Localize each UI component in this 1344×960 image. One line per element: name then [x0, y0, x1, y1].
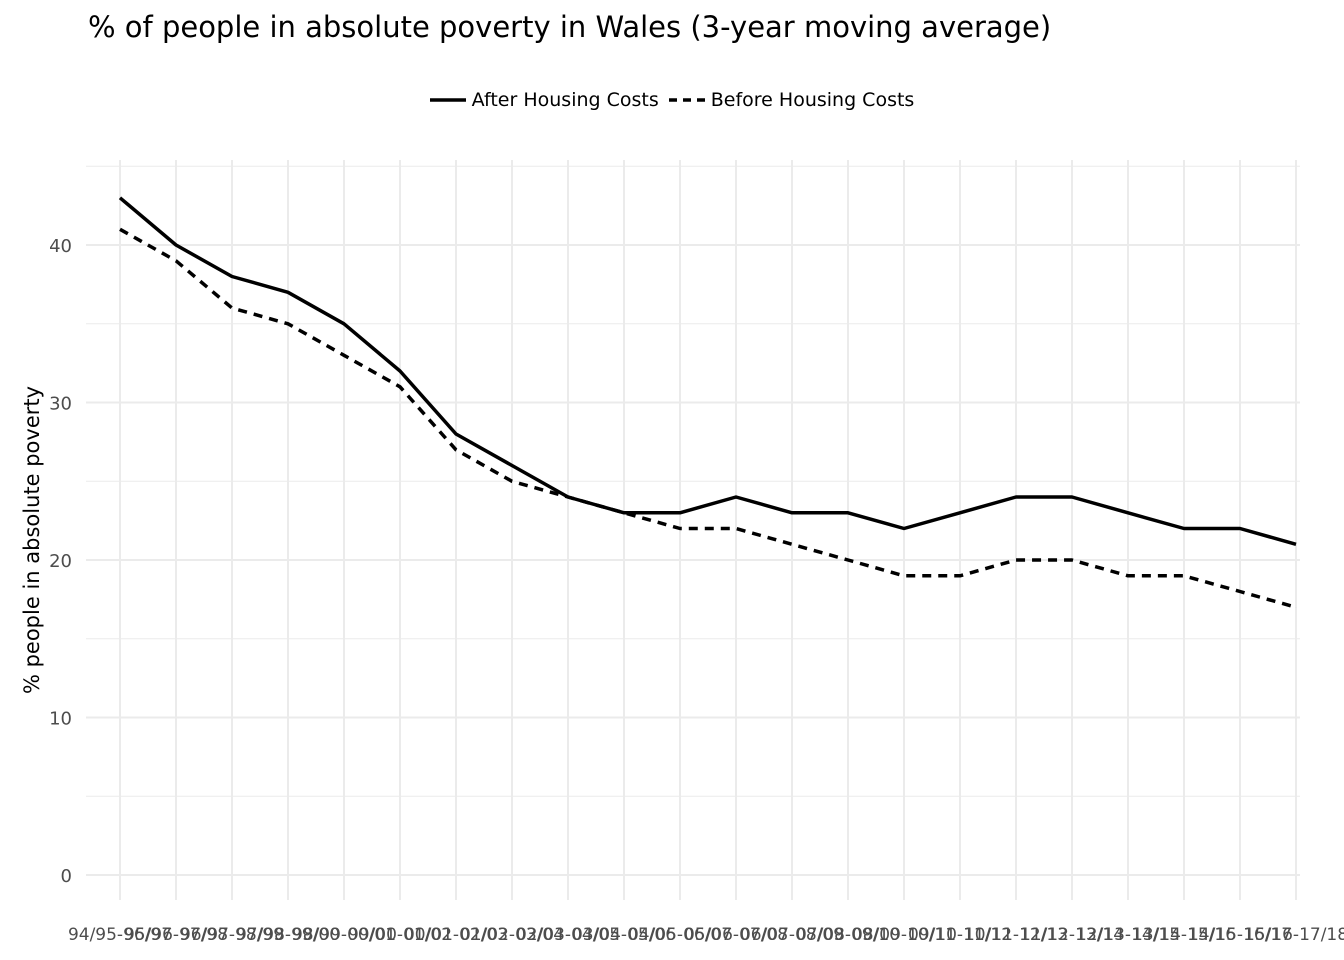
x-tick-label: 02/03-04/05	[516, 925, 620, 945]
legend-label-bhc: Before Housing Costs	[710, 89, 915, 111]
x-tick-label: 12/13-14/15	[1076, 925, 1180, 945]
legend-label-ahc: After Housing Costs	[471, 89, 659, 111]
x-tick-label: 06/07-08/09	[740, 925, 844, 945]
x-tick-label: 95/96-97/98	[124, 925, 228, 945]
y-tick-label: 40	[49, 236, 72, 257]
x-tick-label: 10/11-12/13	[964, 925, 1068, 945]
legend-item-ahc: After Housing Costs	[429, 89, 659, 111]
series-line-before-housing-costs	[119, 227, 1297, 609]
x-tick-label: 96/97-98/99	[180, 925, 284, 945]
x-tick-label: 15/16-17/18	[1244, 925, 1344, 945]
x-tick-label: 98/99-00/01	[292, 925, 396, 945]
x-tick-label: 03/04-05/06	[572, 925, 676, 945]
legend-key-dashed	[668, 98, 705, 102]
x-tick-label: 00/01-02/03	[404, 925, 508, 945]
legend-key-solid	[429, 98, 466, 102]
x-tick-label: 09/10-11/12	[908, 925, 1012, 945]
x-tick-label: 13/14-15/16	[1132, 925, 1236, 945]
x-tick-label: 99/00-01/02	[348, 925, 452, 945]
x-tick-label: 14/15-16/17	[1188, 925, 1292, 945]
x-tick-label: 04/05-06/07	[628, 925, 732, 945]
chart-legend: After Housing Costs Before Housing Costs	[0, 86, 1344, 114]
x-tick-label: 11/12-13/14	[1020, 925, 1124, 945]
legend-item-bhc: Before Housing Costs	[668, 89, 915, 111]
x-tick-label: 07/08-09/10	[796, 925, 900, 945]
x-tick-label: 05/06-07/08	[684, 925, 788, 945]
x-tick-label: 97/98-99/00	[236, 925, 340, 945]
chart-title: % of people in absolute poverty in Wales…	[88, 10, 1052, 44]
x-tick-label: 08/09-10/11	[852, 925, 956, 945]
series-line-after-housing-costs	[118, 196, 1297, 546]
x-tick-label: 01/02-03/04	[460, 925, 564, 945]
x-tick-label: 94/95-96/97	[68, 925, 172, 945]
y-tick-label: 30	[49, 394, 72, 415]
y-tick-label: 0	[61, 866, 72, 887]
y-tick-label: 10	[49, 709, 72, 730]
y-tick-label: 20	[49, 551, 72, 572]
